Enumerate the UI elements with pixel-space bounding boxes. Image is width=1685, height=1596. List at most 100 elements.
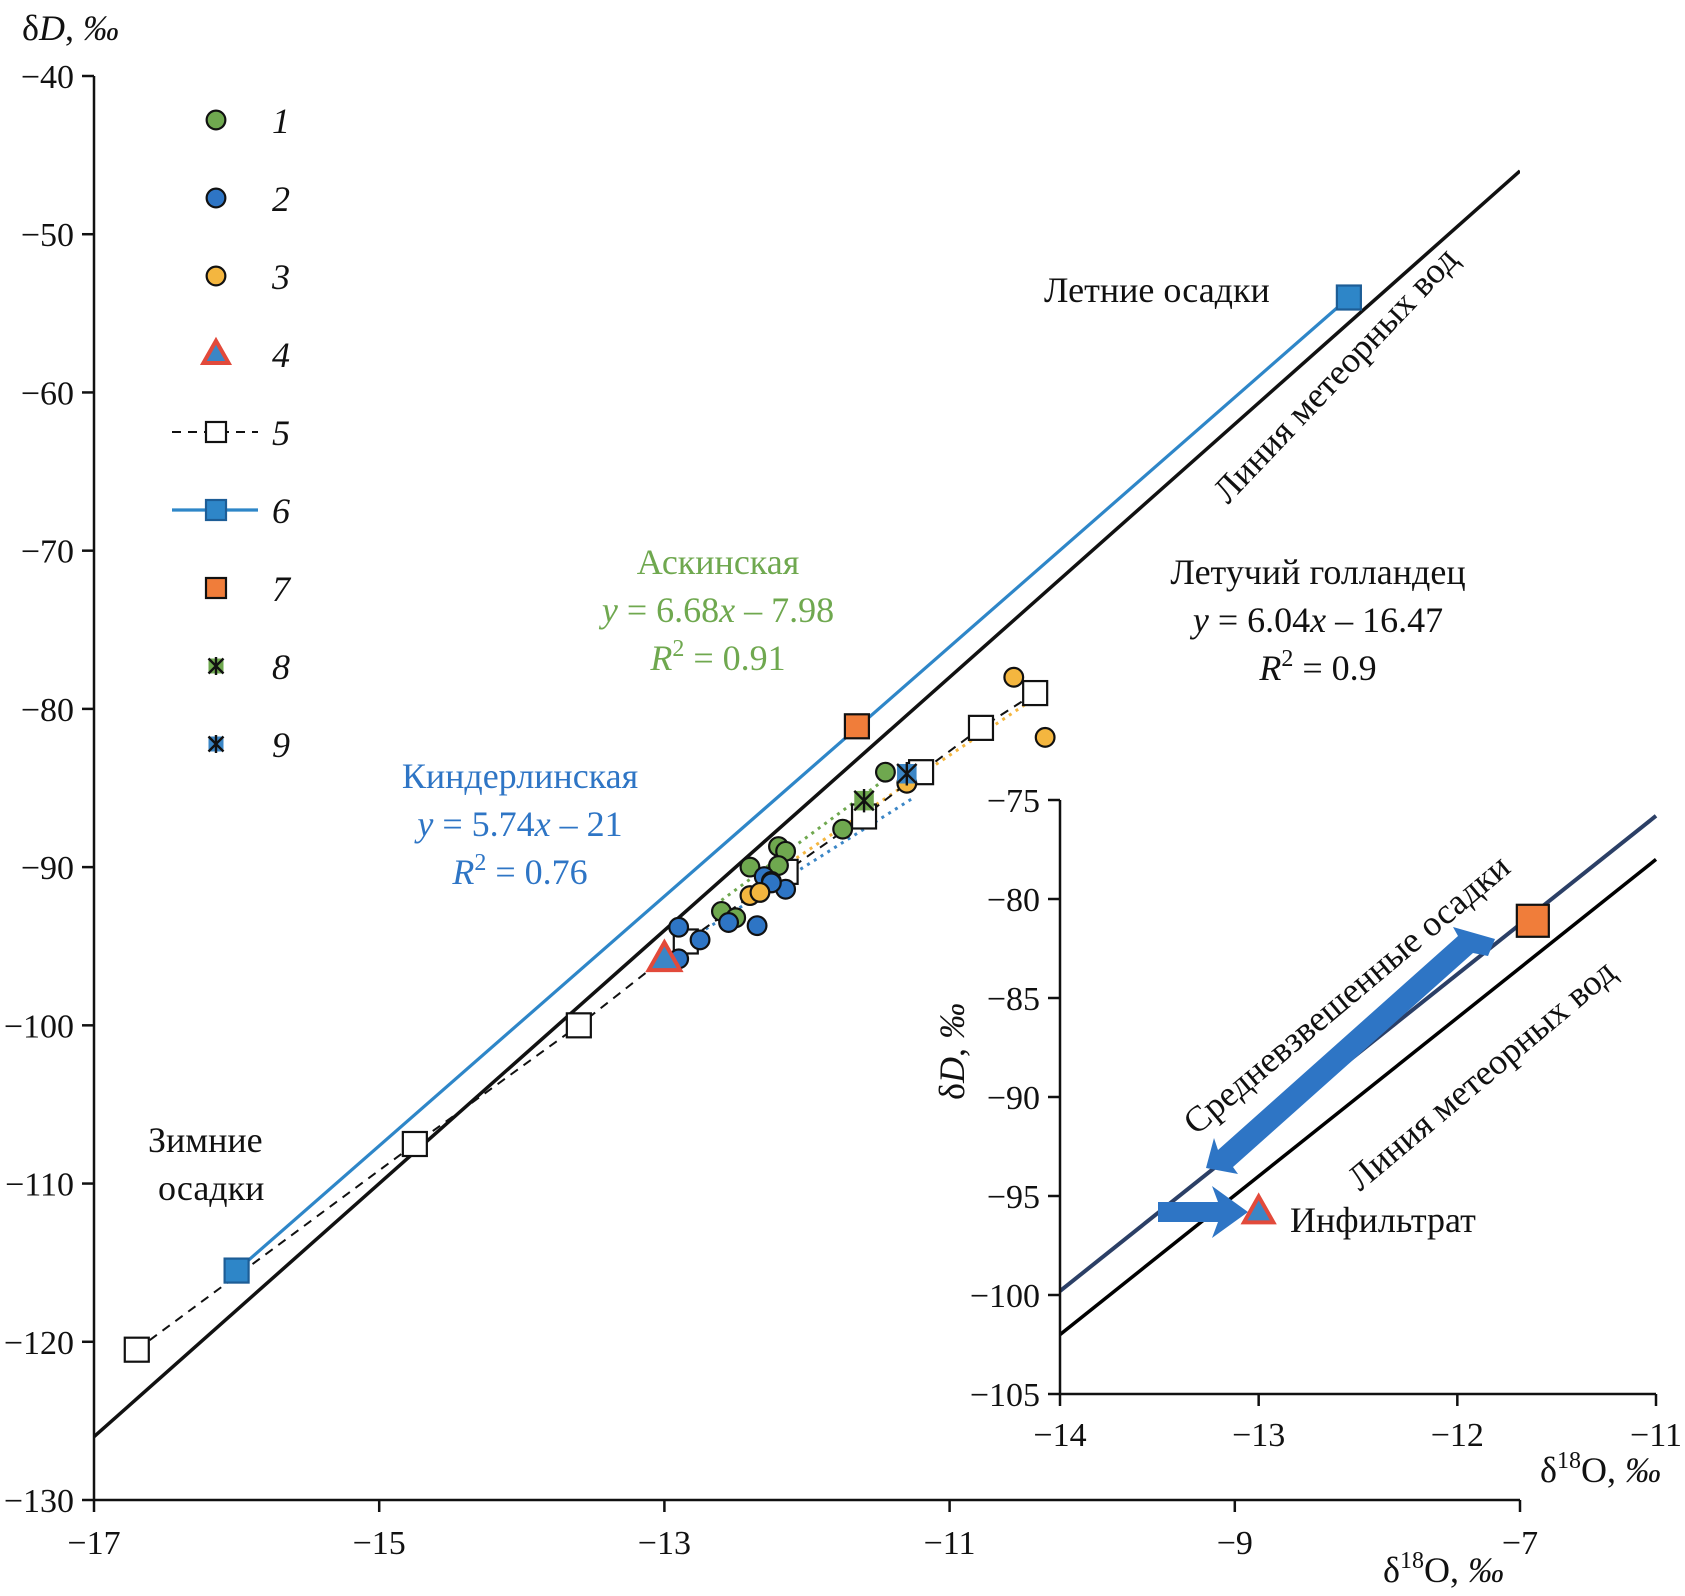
legend-marker-8-star — [207, 657, 225, 675]
series-9-point-star — [896, 762, 918, 786]
kinder-annotation: Киндерлинская y = 5.74x – 21 R2 = 0.76 — [402, 756, 638, 892]
series-9-point — [896, 762, 918, 786]
inset-x-tick-label: −14 — [1033, 1417, 1086, 1454]
y-tick-label: −130 — [4, 1483, 74, 1520]
legend-label-9: 9 — [272, 725, 290, 765]
dutch-name: Летучий голландец — [1170, 552, 1465, 592]
inset-y-axis-label: δD, ‰ — [932, 1003, 972, 1100]
legend-entry-4: 4 — [199, 335, 290, 375]
legend-marker-8 — [207, 657, 225, 675]
series-3-point — [1003, 666, 1025, 688]
infiltrate-label: Инфильтрат — [1290, 1200, 1476, 1240]
summer-label: Летние осадки — [1044, 270, 1270, 310]
y-tick-label: −60 — [21, 375, 74, 412]
series-3-point — [749, 881, 771, 903]
inset-y-tick-label: −80 — [987, 882, 1040, 919]
legend-label-2: 2 — [272, 179, 290, 219]
series-2-point — [668, 916, 690, 938]
legend-label-3: 3 — [271, 257, 290, 297]
y-tick-label: −100 — [4, 1008, 74, 1045]
y-tick-label: −90 — [21, 850, 74, 887]
series-6-line — [235, 296, 1350, 1272]
legend-entry-9: 9 — [207, 725, 290, 765]
inset-x-tick-label: −11 — [1630, 1417, 1682, 1454]
series-4-point — [645, 938, 684, 973]
legend-marker-9 — [207, 735, 225, 753]
meteoric-water-line — [94, 169, 1520, 1439]
x-tick-label: −17 — [67, 1525, 120, 1562]
inset-y-tick-label: −95 — [987, 1179, 1040, 1216]
legend-label-8: 8 — [272, 647, 290, 687]
x-tick-label: −15 — [353, 1525, 406, 1562]
series-8-point — [853, 788, 875, 813]
legend-label-4: 4 — [272, 335, 290, 375]
askin-equation: y = 6.68x – 7.98 — [599, 590, 834, 630]
series-6-point — [223, 1257, 250, 1284]
legend-entry-6: 6 — [172, 491, 290, 531]
legend-entry-5: 5 — [172, 413, 290, 453]
legend-marker-2 — [205, 187, 227, 209]
y-tick-label: −70 — [21, 534, 74, 571]
legend-marker-9-star — [207, 735, 225, 753]
y-tick-label: −110 — [5, 1167, 74, 1204]
series-3-point — [1034, 726, 1056, 748]
dutch-annotation: Летучий голландец y = 6.04x – 16.47 R2 =… — [1170, 552, 1465, 688]
inset-y-tick-label: −85 — [987, 981, 1040, 1018]
winter-label-2: осадки — [158, 1168, 264, 1208]
kinder-equation: y = 5.74x – 21 — [414, 804, 622, 844]
series-5-point — [967, 714, 995, 741]
infiltrate-arrow-icon — [1158, 1186, 1248, 1238]
main-axes — [92, 76, 1520, 1502]
y-tick-label: −120 — [4, 1325, 74, 1362]
legend-marker-1 — [205, 109, 227, 131]
inset-meteoric-water-line — [1060, 858, 1658, 1336]
series-5-point — [123, 1336, 150, 1363]
series-5-point — [565, 1012, 592, 1039]
series-1-point — [832, 818, 854, 840]
askin-name: Аскинская — [637, 542, 800, 582]
legend-label-7: 7 — [272, 569, 292, 609]
legend-label-1: 1 — [272, 101, 290, 141]
series-8-point-star — [853, 788, 875, 813]
legend-marker-7 — [204, 576, 228, 600]
inset-x-tick-label: −12 — [1431, 1417, 1484, 1454]
legend-entry-7: 7 — [204, 569, 292, 609]
main-y-axis-label: δD, ‰ — [22, 8, 119, 48]
inset-arrows — [1158, 927, 1495, 1238]
series-1-point — [739, 856, 761, 878]
inset-plot: −14 −13 −12 −11 −75 −80 −85 −90 −95 −100 −105 δD,… — [932, 783, 1682, 1490]
weighted-arrow-icon — [1206, 927, 1495, 1174]
legend-label-6: 6 — [272, 491, 290, 531]
kinder-name: Киндерлинская — [402, 756, 638, 796]
kinder-r2: R2 = 0.76 — [451, 850, 587, 892]
legend-entry-1: 1 — [205, 101, 290, 141]
series-1-point — [874, 761, 896, 783]
legend-marker-5 — [204, 420, 228, 444]
legend-entry-3: 3 — [205, 257, 290, 297]
dutch-equation: y = 6.04x – 16.47 — [1190, 600, 1443, 640]
inset-y-tick-label: −75 — [987, 783, 1040, 820]
x-tick-label: −9 — [1217, 1525, 1253, 1562]
series-7-point — [843, 713, 871, 740]
series-6-point — [1335, 284, 1362, 311]
inset-x-tick-label: −13 — [1232, 1417, 1285, 1454]
x-tick-label: −13 — [638, 1525, 691, 1562]
legend-label-5: 5 — [272, 413, 290, 453]
legend-marker-3 — [205, 265, 227, 287]
winter-label-1: Зимние — [148, 1120, 263, 1160]
legend-marker-6 — [204, 498, 228, 522]
main-x-axis-label: δ18O, ‰ — [1383, 1548, 1504, 1590]
series-2-point — [689, 929, 711, 951]
series-5-point — [1022, 679, 1049, 707]
legend-entry-8: 8 — [207, 647, 290, 687]
legend: 1 2 3 4 5 6 7 8 9 — [172, 101, 292, 765]
legend-marker-4 — [199, 336, 233, 365]
dutch-r2: R2 = 0.9 — [1258, 646, 1376, 688]
infiltrate-point — [1240, 1192, 1277, 1225]
series-2-point — [746, 915, 768, 937]
series-2-point — [718, 912, 740, 933]
inset-y-tick-label: −105 — [970, 1377, 1040, 1414]
y-tick-label: −50 — [21, 217, 74, 254]
inset-y-tick-label: −90 — [987, 1080, 1040, 1117]
